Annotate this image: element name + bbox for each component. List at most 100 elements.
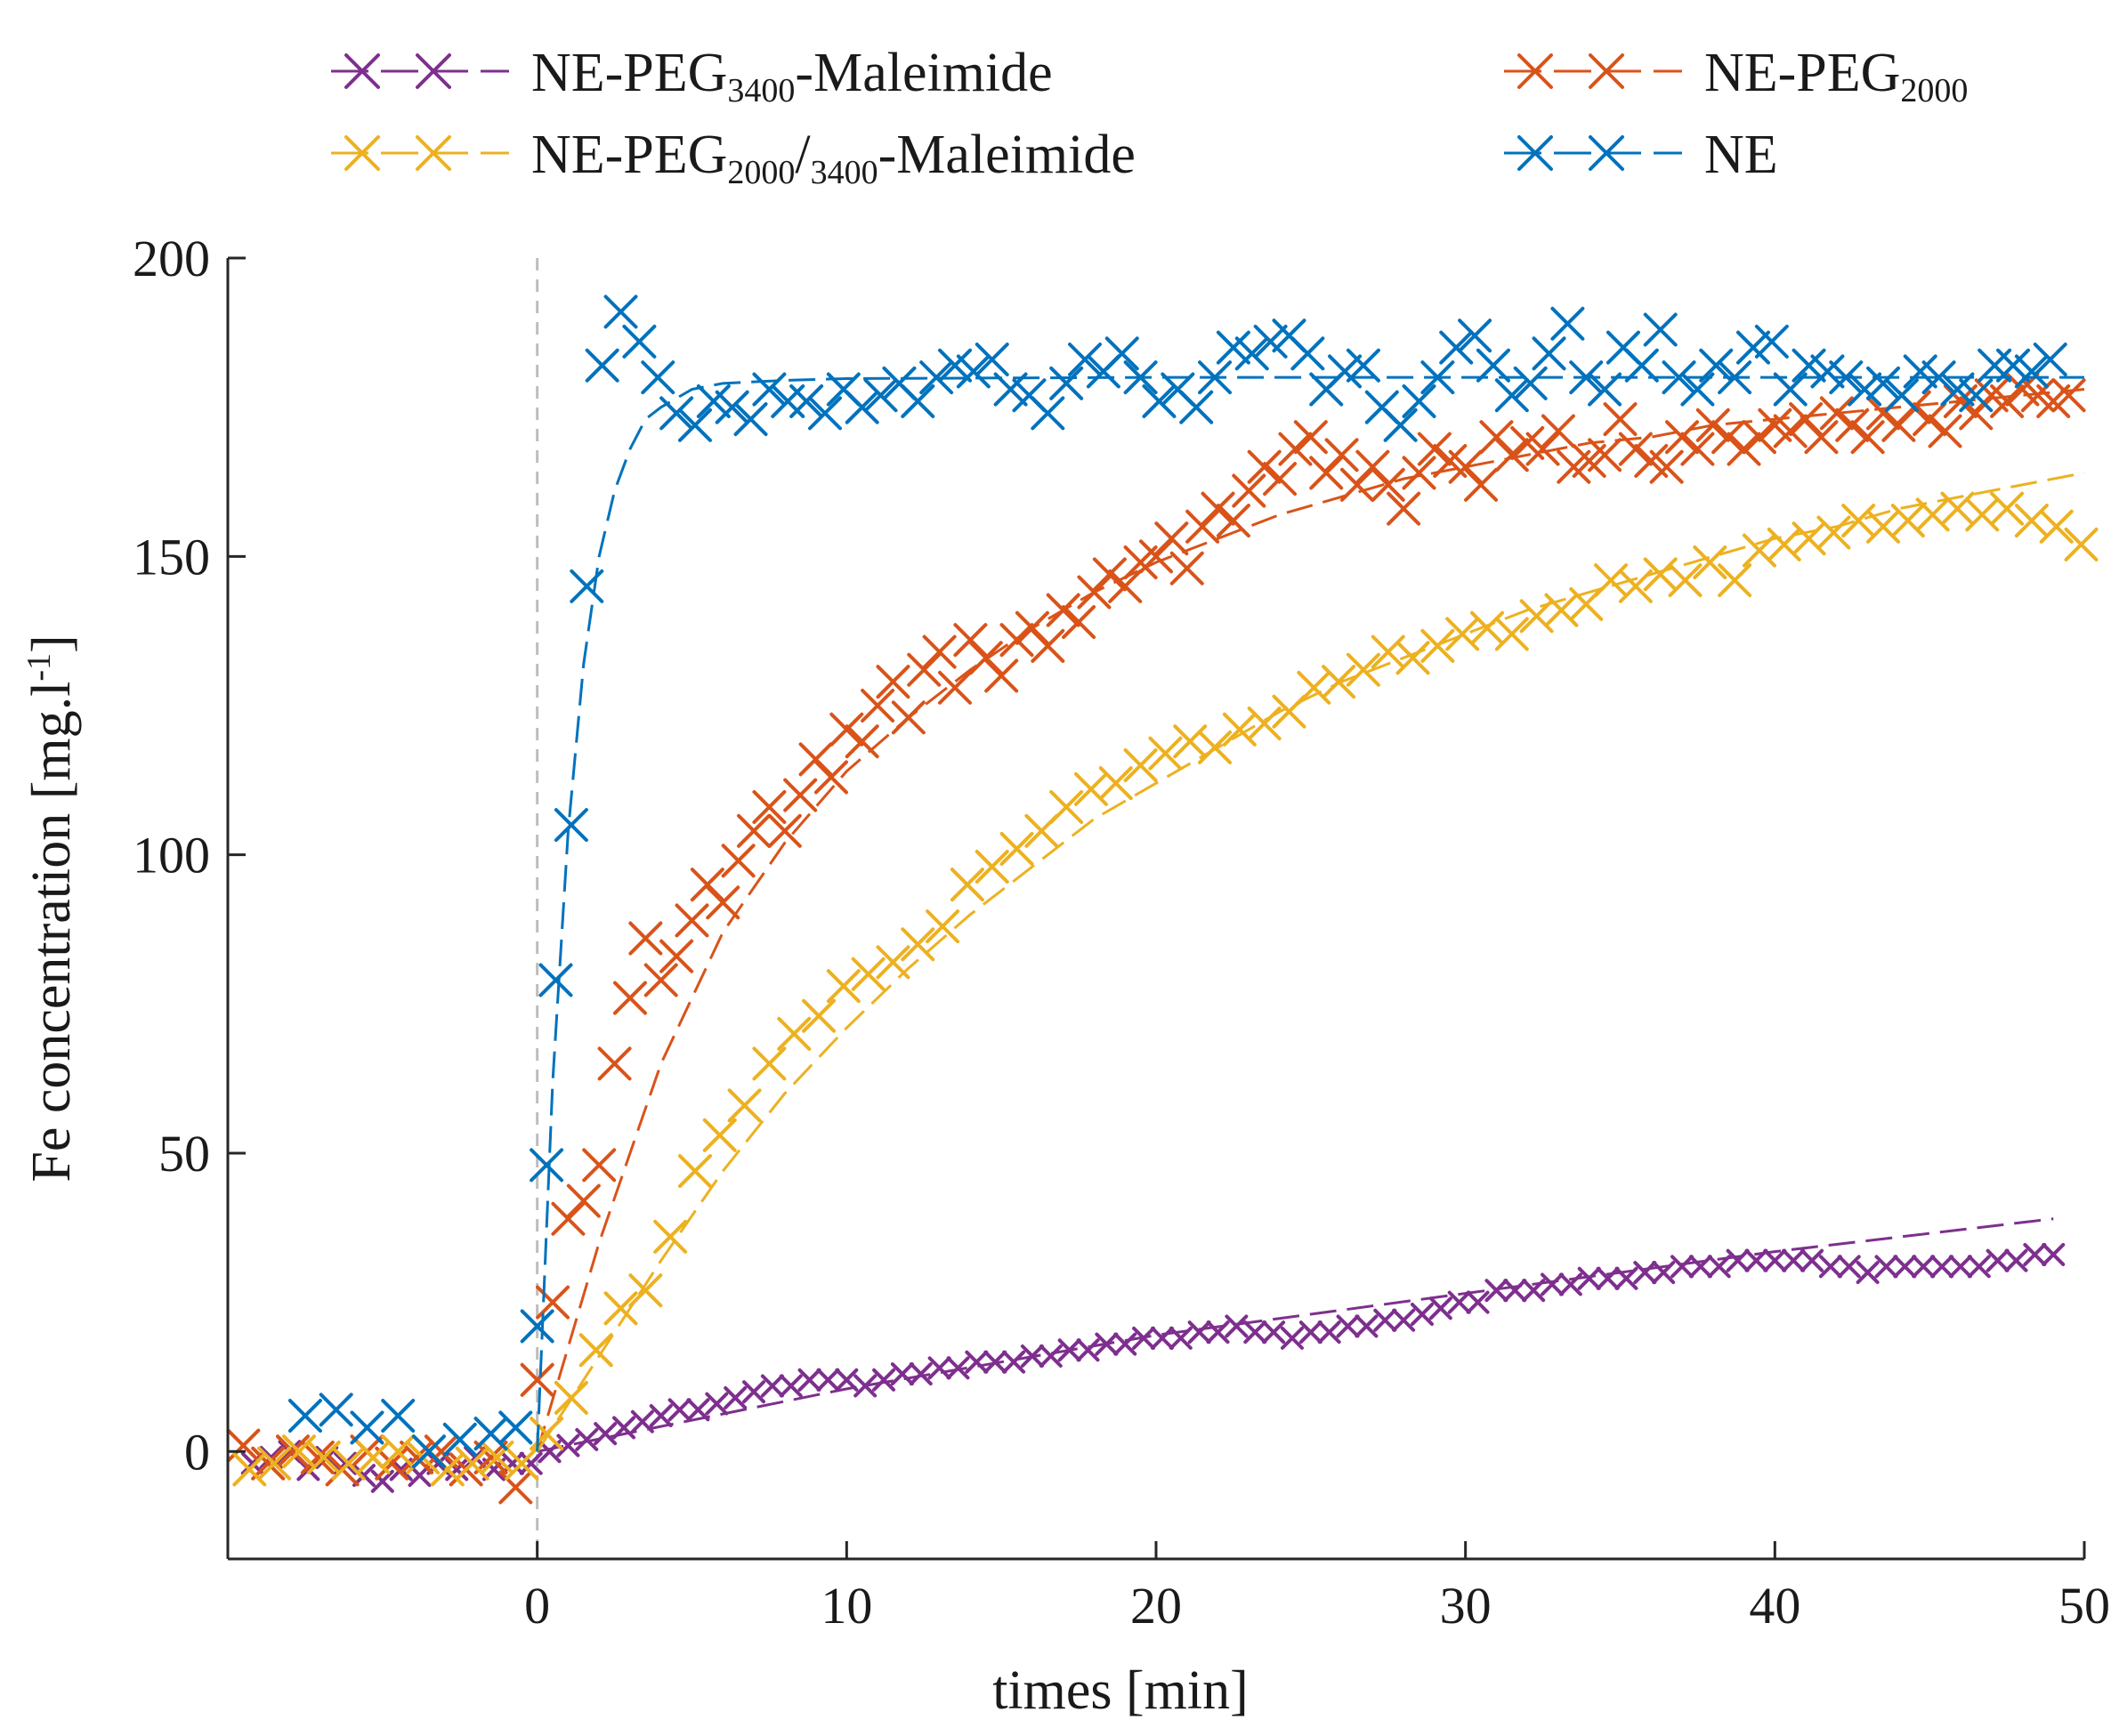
data-point: [1031, 628, 1065, 663]
data-point: [498, 1470, 533, 1505]
data-point: [1718, 563, 1752, 598]
data-point: [1558, 1272, 1582, 1296]
data-point: [1095, 1332, 1119, 1356]
data-point: [779, 1374, 803, 1398]
data-point: [1624, 348, 1659, 383]
data-point: [575, 1427, 599, 1451]
data-point: [1420, 360, 1455, 395]
legend: NE-PEG3400-MaleimideNE-PEG2000/3400-Male…: [331, 43, 1968, 191]
data-point: [1773, 372, 1808, 407]
data-point: [1494, 438, 1529, 472]
data-point: [630, 1409, 654, 1433]
data-point: [1049, 789, 1084, 824]
data-point: [1020, 1344, 1044, 1368]
data-point: [1819, 396, 1854, 431]
data-point: [1049, 366, 1084, 400]
series-1: [226, 372, 2086, 1505]
data-point: [519, 1451, 543, 1475]
data-point: [872, 1368, 896, 1392]
data-point: [1727, 432, 1761, 466]
data-point: [1541, 414, 1575, 448]
legend-label-part: -Maleimide: [878, 125, 1136, 185]
data-point: [1818, 1255, 1842, 1279]
data-point: [724, 1385, 748, 1409]
data-point: [257, 1446, 292, 1481]
data-point: [789, 384, 824, 418]
legend-marker: [1517, 53, 1553, 89]
data-point: [1652, 1261, 1676, 1285]
data-point: [597, 1046, 632, 1081]
data-point: [659, 396, 694, 431]
x-tick-label: 30: [1440, 1577, 1492, 1635]
data-point: [876, 945, 910, 980]
data-point: [851, 957, 886, 991]
data-point: [350, 1410, 384, 1445]
data-point: [1346, 652, 1380, 687]
data-point: [2064, 527, 2099, 561]
y-tick-label: 150: [133, 528, 210, 585]
data-point: [752, 372, 787, 407]
data-point: [1417, 432, 1452, 466]
legend-label-part: 3400: [811, 154, 878, 191]
data-point: [705, 1392, 729, 1416]
x-tick-label: 40: [1749, 1577, 1800, 1635]
data-point: [1216, 330, 1250, 365]
legend-label-part: 2000: [727, 154, 795, 191]
data-point: [1948, 1255, 1972, 1279]
data-point: [1201, 491, 1235, 526]
data-point: [1532, 336, 1566, 371]
data-point: [1804, 420, 1839, 455]
series-3: [287, 295, 2084, 1469]
y-tick-label: 100: [133, 827, 210, 884]
data-point: [696, 384, 731, 418]
legend-label-part: NE-PEG: [1704, 43, 1900, 103]
legend-label: NE-PEG2000: [1704, 43, 1968, 109]
legend-label: NE: [1704, 125, 1778, 185]
data-point: [1383, 408, 1418, 442]
data-point: [715, 390, 749, 424]
data-point: [2039, 509, 2074, 544]
legend-marker: [1517, 135, 1553, 171]
data-point: [612, 1416, 636, 1440]
legend-label-part: 3400: [727, 72, 795, 109]
data-point: [1324, 438, 1359, 472]
data-point: [1387, 491, 1421, 526]
data-point: [1513, 366, 1548, 400]
data-point: [1596, 1266, 1620, 1290]
data-point: [300, 1440, 335, 1474]
data-point: [1866, 366, 1901, 400]
data-point: [1903, 354, 1937, 389]
y-axis-title-main: Fe concentration [mg.l: [21, 682, 82, 1183]
data-point: [975, 850, 1009, 884]
x-tick-label: 20: [1130, 1577, 1182, 1635]
fit-curve-series-3: [536, 375, 2084, 1452]
data-point: [686, 1398, 710, 1422]
data-point: [594, 1422, 618, 1446]
data-point: [742, 1380, 766, 1404]
data-point: [628, 1273, 663, 1308]
data-point: [1522, 1279, 1546, 1303]
data-point: [797, 1368, 821, 1392]
y-tick-label: 0: [184, 1423, 210, 1481]
data-point: [1680, 432, 1715, 466]
data-point: [1068, 343, 1103, 377]
data-point: [950, 868, 984, 902]
legend-entry-1: NE-PEG2000: [1504, 43, 1968, 109]
data-point: [278, 1440, 302, 1464]
data-point: [1464, 467, 1499, 502]
data-point: [901, 384, 935, 418]
data-point: [1280, 1326, 1304, 1350]
data-point: [1317, 1320, 1341, 1344]
legend-label-part: /: [795, 125, 811, 185]
data-point: [1711, 420, 1746, 455]
x-tick-label: 0: [524, 1577, 550, 1635]
data-point: [1169, 551, 1204, 585]
data-point: [890, 1362, 914, 1386]
data-point: [622, 324, 657, 359]
data-point: [659, 939, 694, 973]
data-point: [520, 1362, 554, 1397]
data-point: [1402, 384, 1436, 418]
data-point: [721, 844, 756, 878]
data-point: [891, 700, 926, 735]
